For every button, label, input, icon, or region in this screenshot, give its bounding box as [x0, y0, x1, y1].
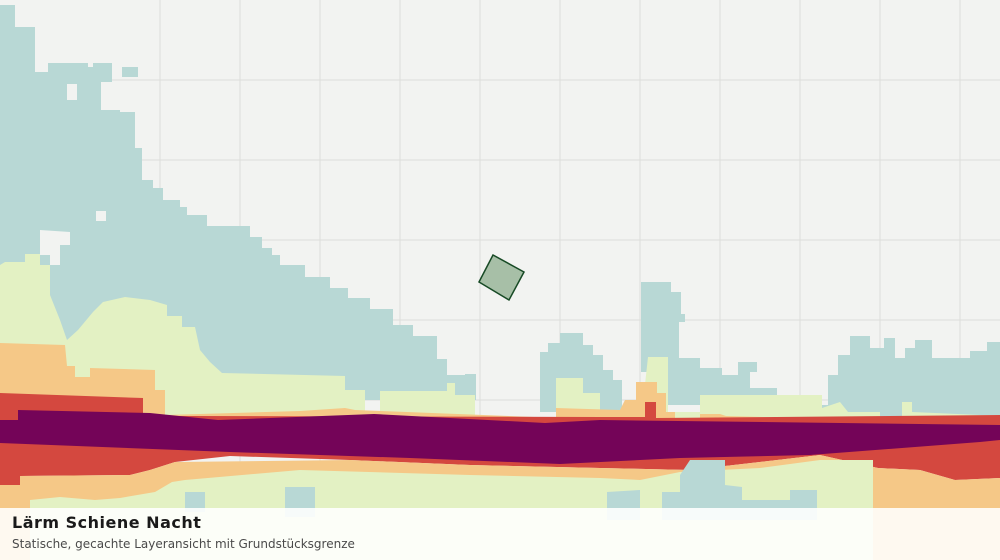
parcel-boundary[interactable] — [478, 253, 526, 302]
noise-zone — [185, 492, 205, 512]
noise-zone — [122, 67, 138, 77]
gap — [67, 84, 77, 100]
gap — [96, 211, 106, 221]
noise-zone — [662, 460, 817, 520]
layer-title: Lärm Schiene Nacht — [12, 513, 201, 532]
noise-zone — [0, 410, 1000, 464]
gap — [40, 230, 70, 265]
caption-panel — [0, 508, 1000, 560]
noise-zone — [641, 282, 777, 405]
layer-subtitle: Statische, gecachte Layeransicht mit Gru… — [12, 537, 355, 551]
noise-zone — [822, 336, 1000, 418]
noise-zone — [640, 357, 1000, 430]
